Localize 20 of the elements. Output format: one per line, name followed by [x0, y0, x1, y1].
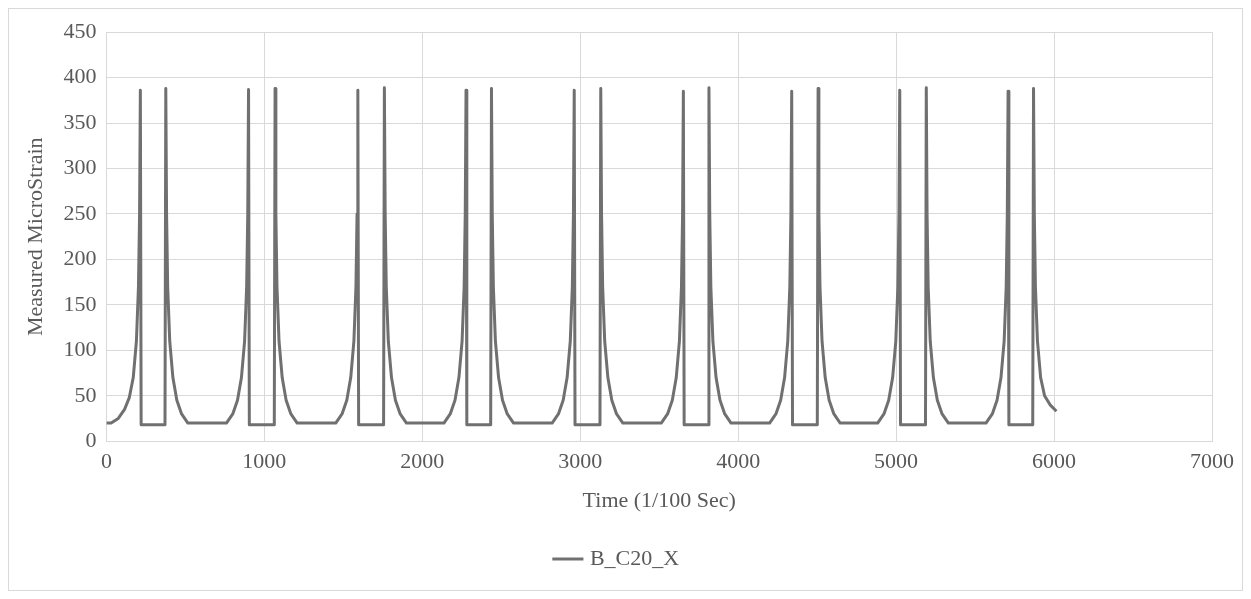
x-tick-label: 6000 — [1032, 448, 1077, 474]
legend-label: B_C20_X — [589, 544, 680, 570]
y-tick-label: 400 — [63, 63, 97, 89]
x-tick-label: 4000 — [716, 448, 761, 474]
y-tick-label: 200 — [63, 245, 97, 271]
y-axis-title: Measured MicroStrain — [21, 137, 47, 336]
x-tick-label: 1000 — [242, 448, 287, 474]
y-tick-label: 0 — [85, 426, 97, 452]
y-tick-label: 100 — [63, 336, 97, 362]
x-tick-label: 3000 — [558, 448, 603, 474]
y-tick-label: 250 — [63, 199, 97, 225]
y-tick-label: 300 — [63, 154, 97, 180]
x-axis-title: Time (1/100 Sec) — [582, 486, 736, 512]
x-tick-label: 2000 — [400, 448, 445, 474]
x-tick-label: 5000 — [874, 448, 919, 474]
y-tick-label: 150 — [63, 290, 97, 316]
y-tick-label: 350 — [63, 108, 97, 134]
y-tick-label: 50 — [74, 381, 97, 407]
x-tick-label: 7000 — [1190, 448, 1234, 474]
y-tick-label: 450 — [63, 17, 97, 43]
